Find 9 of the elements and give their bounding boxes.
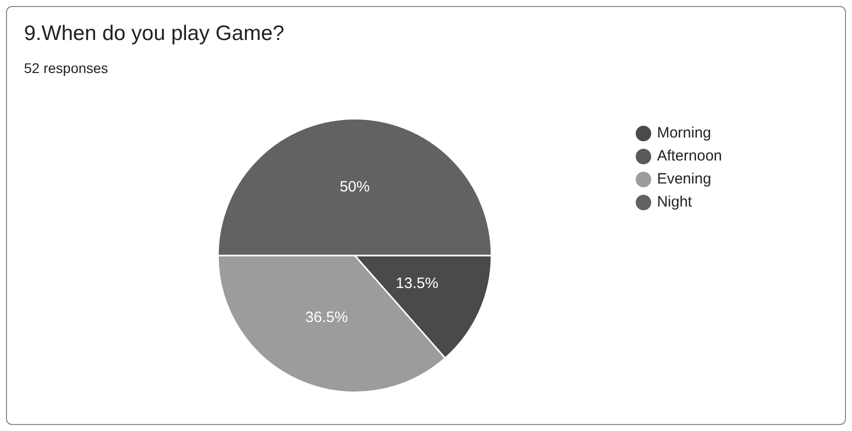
chart-title: 9.When do you play Game?	[24, 22, 284, 46]
legend-label: Evening	[656, 170, 712, 188]
legend-label: Night	[656, 194, 693, 211]
data-label: 13.5%	[396, 274, 438, 292]
data-label: 36.5%	[305, 308, 348, 326]
text: 52 responses	[24, 60, 108, 76]
legend-label: Morning	[656, 124, 712, 142]
legend-label: Afternoon	[656, 148, 722, 165]
data-label: 50%	[340, 178, 370, 196]
